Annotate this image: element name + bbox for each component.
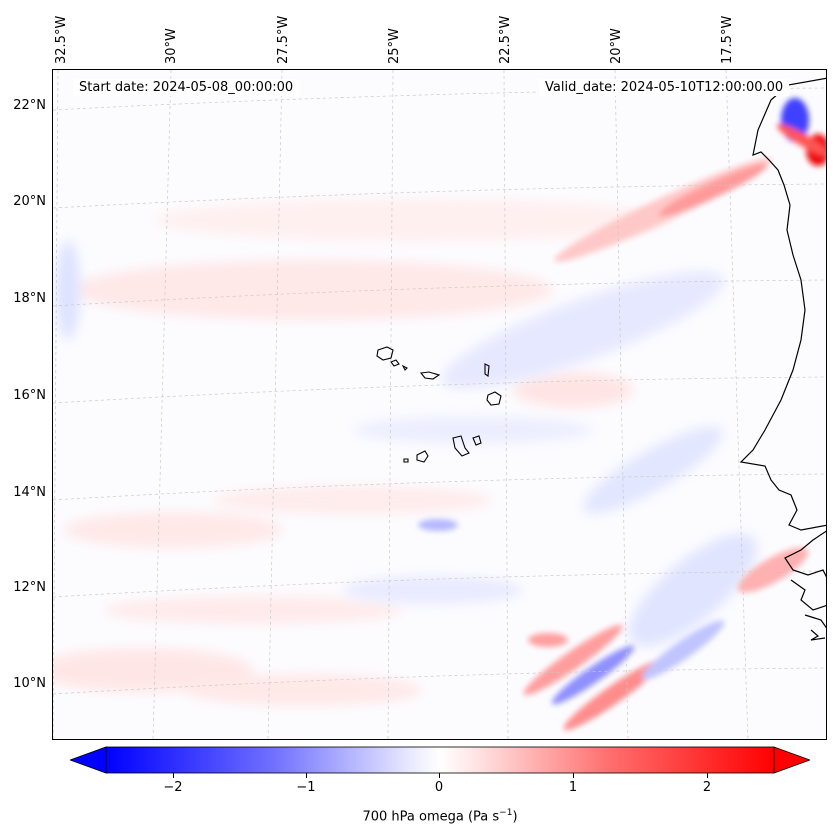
omega-field-map xyxy=(53,70,826,739)
lat-label-18N: 18°N xyxy=(13,291,46,306)
graticule xyxy=(53,70,826,739)
omega-strong-features xyxy=(418,98,826,731)
lat-label-16N: 16°N xyxy=(13,388,46,403)
lon-label-17.5W: 17.5°W xyxy=(720,15,735,64)
tick-mark-2 xyxy=(707,773,708,778)
cape-verde-islands xyxy=(376,346,502,463)
lat-label-14N: 14°N xyxy=(13,485,46,500)
colorbar-body xyxy=(105,746,775,774)
coastline-africa xyxy=(739,77,826,531)
lon-label-22.5W: 22.5°W xyxy=(498,15,513,64)
colorbar-label: 700 hPa omega (Pa s−1) xyxy=(0,808,837,824)
tick-mark-m1 xyxy=(306,773,307,778)
lat-label-12N: 12°N xyxy=(13,580,46,595)
tick-mark-1 xyxy=(573,773,574,778)
map-panel[interactable]: Start date: 2024-05-08_00:00:00 Valid_da… xyxy=(52,69,827,740)
colorbar xyxy=(70,746,810,774)
lat-label-10N: 10°N xyxy=(13,676,46,691)
lon-label-30W: 30°W xyxy=(164,28,179,64)
tick-label-0: 0 xyxy=(434,780,444,795)
tick-label-2: 2 xyxy=(702,780,712,795)
lon-label-25W: 25°W xyxy=(387,28,402,64)
tick-label-m2: −2 xyxy=(163,780,183,795)
valid-date-label: Valid_date: 2024-05-10T12:00:00.00 xyxy=(539,79,790,96)
lon-label-32.5W: 32.5°W xyxy=(54,15,69,64)
field-background xyxy=(53,70,826,739)
lat-label-22N: 22°N xyxy=(13,98,46,113)
lat-label-20N: 20°N xyxy=(13,194,46,209)
tick-label-m1: −1 xyxy=(296,780,316,795)
coastline-guinea xyxy=(784,530,826,641)
colorbar-label-end: ) xyxy=(512,809,518,825)
colorbar-extend-right xyxy=(773,746,810,774)
lon-label-27.5W: 27.5°W xyxy=(276,15,291,64)
colorbar-label-sup: −1 xyxy=(499,808,513,818)
colorbar-label-text: 700 hPa omega (Pa s xyxy=(362,809,500,825)
tick-mark-m2 xyxy=(173,773,174,778)
tick-mark-0 xyxy=(439,773,440,778)
lon-label-20W: 20°W xyxy=(609,28,624,64)
start-date-label: Start date: 2024-05-08_00:00:00 xyxy=(73,79,300,96)
omega-positive-broad xyxy=(53,198,673,706)
tick-label-1: 1 xyxy=(568,780,578,795)
colorbar-extend-left xyxy=(70,746,107,774)
omega-negative-broad xyxy=(56,240,758,647)
